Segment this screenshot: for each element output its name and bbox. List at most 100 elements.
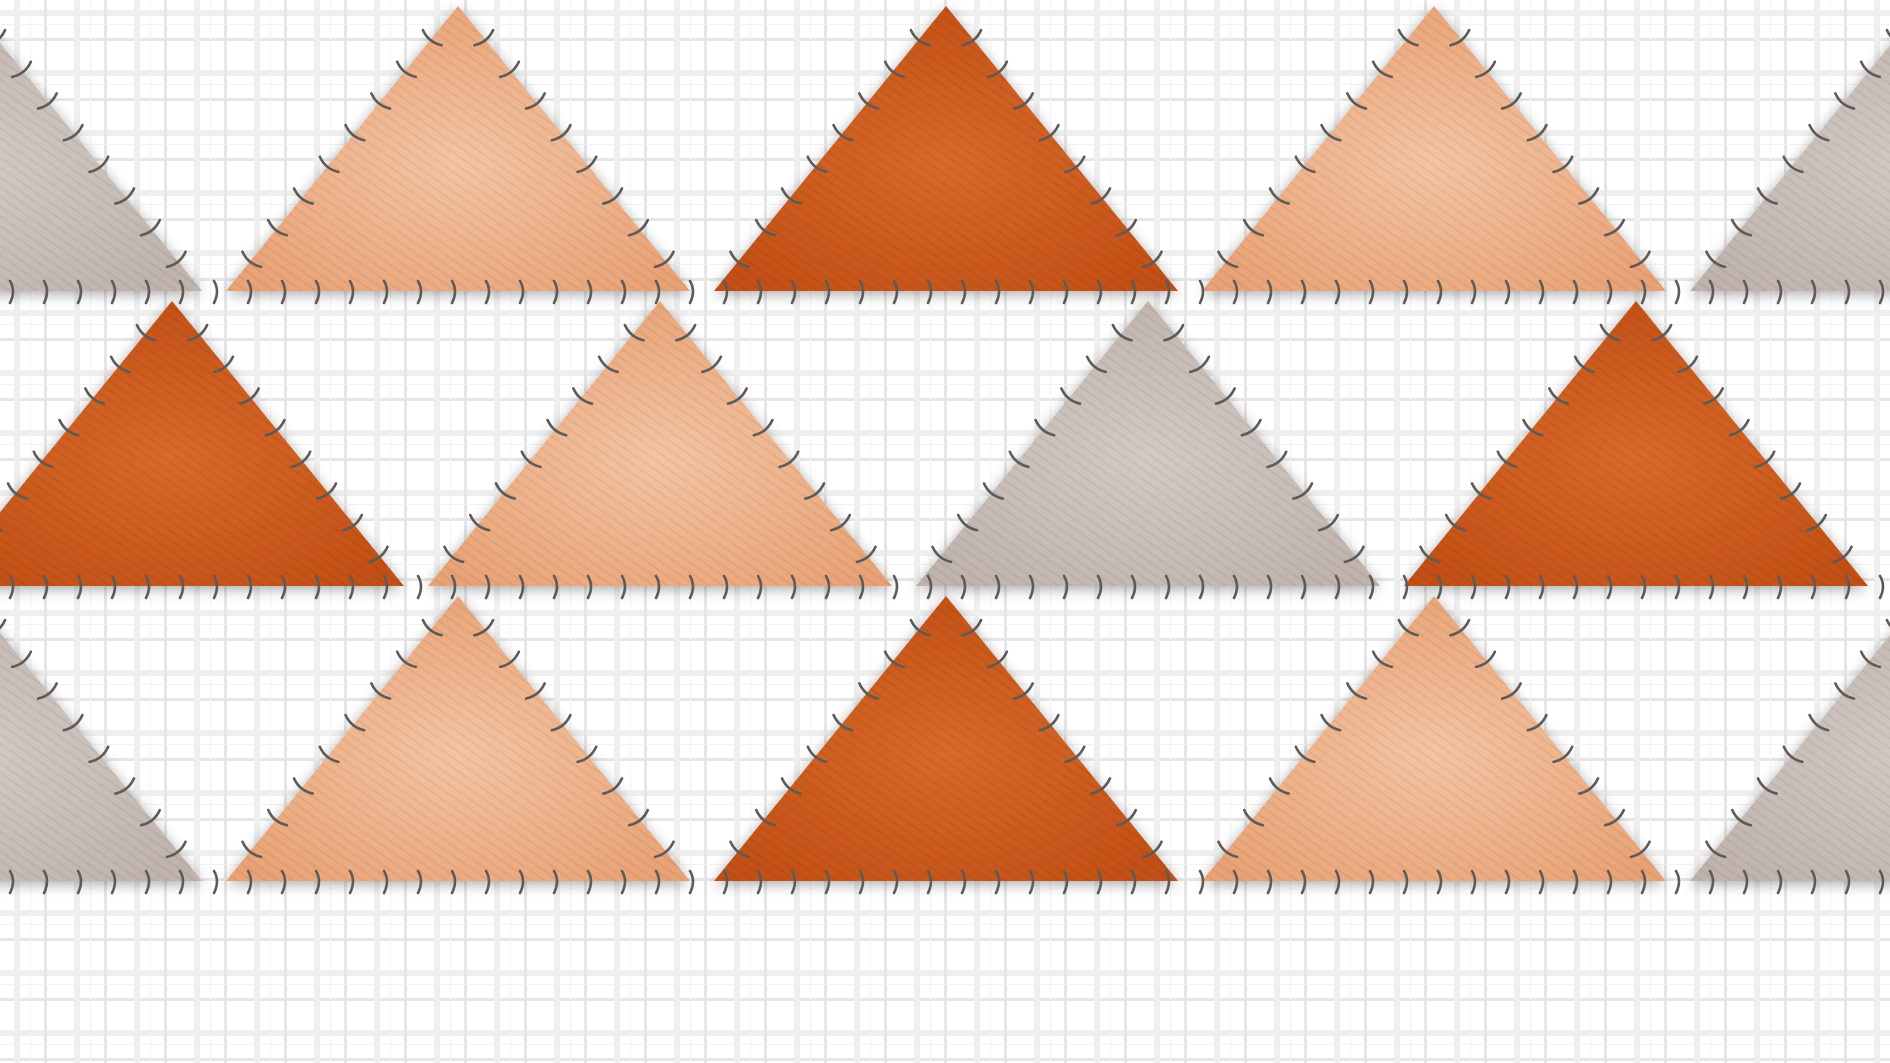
- stitch: [1214, 387, 1236, 405]
- stitch: [395, 60, 418, 79]
- stitch: [144, 574, 151, 600]
- stitch: [780, 777, 802, 795]
- stitch: [1538, 574, 1545, 600]
- stitch: [114, 187, 136, 205]
- stitch: [620, 869, 627, 895]
- stitch: [858, 92, 880, 110]
- stitch: [892, 574, 899, 600]
- stitch: [1242, 218, 1265, 237]
- stitch: [8, 869, 15, 895]
- stitch: [620, 279, 627, 305]
- triangle-patch-r3-5: [1690, 635, 1890, 881]
- stitch: [1728, 418, 1750, 437]
- triangle-patch-r2-3: [916, 301, 1380, 586]
- stitch: [62, 123, 84, 142]
- triangle-patch-r3-3: [714, 596, 1178, 881]
- stitch: [1705, 250, 1727, 269]
- stitch: [1782, 745, 1804, 764]
- stitch: [1198, 869, 1205, 895]
- stitch: [1780, 482, 1802, 500]
- stitch: [858, 279, 865, 305]
- stitch: [212, 574, 219, 600]
- stitch: [1640, 279, 1647, 305]
- stitch: [986, 60, 1009, 79]
- stitch: [280, 869, 287, 895]
- stitch: [961, 618, 983, 637]
- stitch: [58, 418, 80, 437]
- stitch: [627, 808, 650, 827]
- stitch: [1038, 123, 1060, 142]
- stitch: [1242, 808, 1265, 827]
- stitch: [1397, 618, 1419, 637]
- stitch: [1317, 513, 1340, 532]
- stitch: [348, 869, 355, 895]
- stitch: [909, 28, 931, 47]
- stitch: [1708, 869, 1715, 895]
- stitch: [1754, 450, 1776, 469]
- stitch: [1504, 869, 1511, 895]
- stitch: [790, 574, 797, 600]
- stitch: [518, 869, 525, 895]
- stitch: [1096, 279, 1103, 305]
- stitch: [1198, 279, 1205, 305]
- triangle-patch-r1-4: [1202, 6, 1666, 291]
- stitch: [468, 513, 491, 532]
- stitch: [1012, 92, 1034, 110]
- stitch: [382, 279, 389, 305]
- stitch: [520, 450, 542, 469]
- triangle-patch-r3-1: [0, 632, 202, 881]
- stitch: [994, 279, 1001, 305]
- stitch: [1334, 574, 1341, 600]
- stitch: [484, 279, 491, 305]
- stitch: [832, 713, 854, 732]
- stitch: [1164, 869, 1171, 895]
- stitch: [114, 777, 136, 795]
- stitch: [367, 545, 389, 564]
- stitch: [552, 869, 559, 895]
- stitch: [994, 869, 1001, 895]
- stitch: [10, 60, 33, 79]
- stitch: [804, 482, 826, 500]
- stitch: [241, 250, 263, 269]
- triangle-patch-r1-2: [226, 6, 690, 291]
- stitch: [1756, 187, 1778, 205]
- triangle-patch-r2-4: [1404, 301, 1868, 586]
- stitch: [1844, 279, 1851, 305]
- stitch: [1232, 279, 1239, 305]
- stitch: [1164, 574, 1171, 600]
- stitch: [1034, 418, 1056, 437]
- stitch: [824, 869, 831, 895]
- stitch: [1742, 279, 1749, 305]
- stitch: [653, 250, 675, 269]
- stitch: [1294, 745, 1316, 764]
- stitch: [348, 279, 355, 305]
- stitch: [926, 279, 933, 305]
- stitch: [1188, 355, 1211, 374]
- stitch: [416, 574, 423, 600]
- stitch: [518, 279, 525, 305]
- stitch: [370, 682, 392, 700]
- stitch: [1320, 123, 1342, 142]
- stitch: [926, 869, 933, 895]
- stitch: [1526, 713, 1548, 732]
- stitch: [806, 745, 828, 764]
- stitch: [8, 279, 15, 305]
- stitch: [264, 418, 286, 437]
- stitch: [1705, 840, 1727, 859]
- stitch: [653, 840, 675, 859]
- stitch: [1674, 574, 1681, 600]
- stitch: [494, 482, 516, 500]
- stitch: [110, 574, 117, 600]
- stitch: [1885, 618, 1890, 628]
- stitch: [790, 279, 797, 305]
- stitch: [1343, 545, 1365, 564]
- stitch: [829, 513, 852, 532]
- stitch: [883, 650, 906, 669]
- stitch: [1096, 869, 1103, 895]
- stitch: [722, 869, 729, 895]
- stitch: [1776, 574, 1783, 600]
- stitch: [1538, 279, 1545, 305]
- stitch: [1232, 869, 1239, 895]
- stitch: [1810, 869, 1817, 895]
